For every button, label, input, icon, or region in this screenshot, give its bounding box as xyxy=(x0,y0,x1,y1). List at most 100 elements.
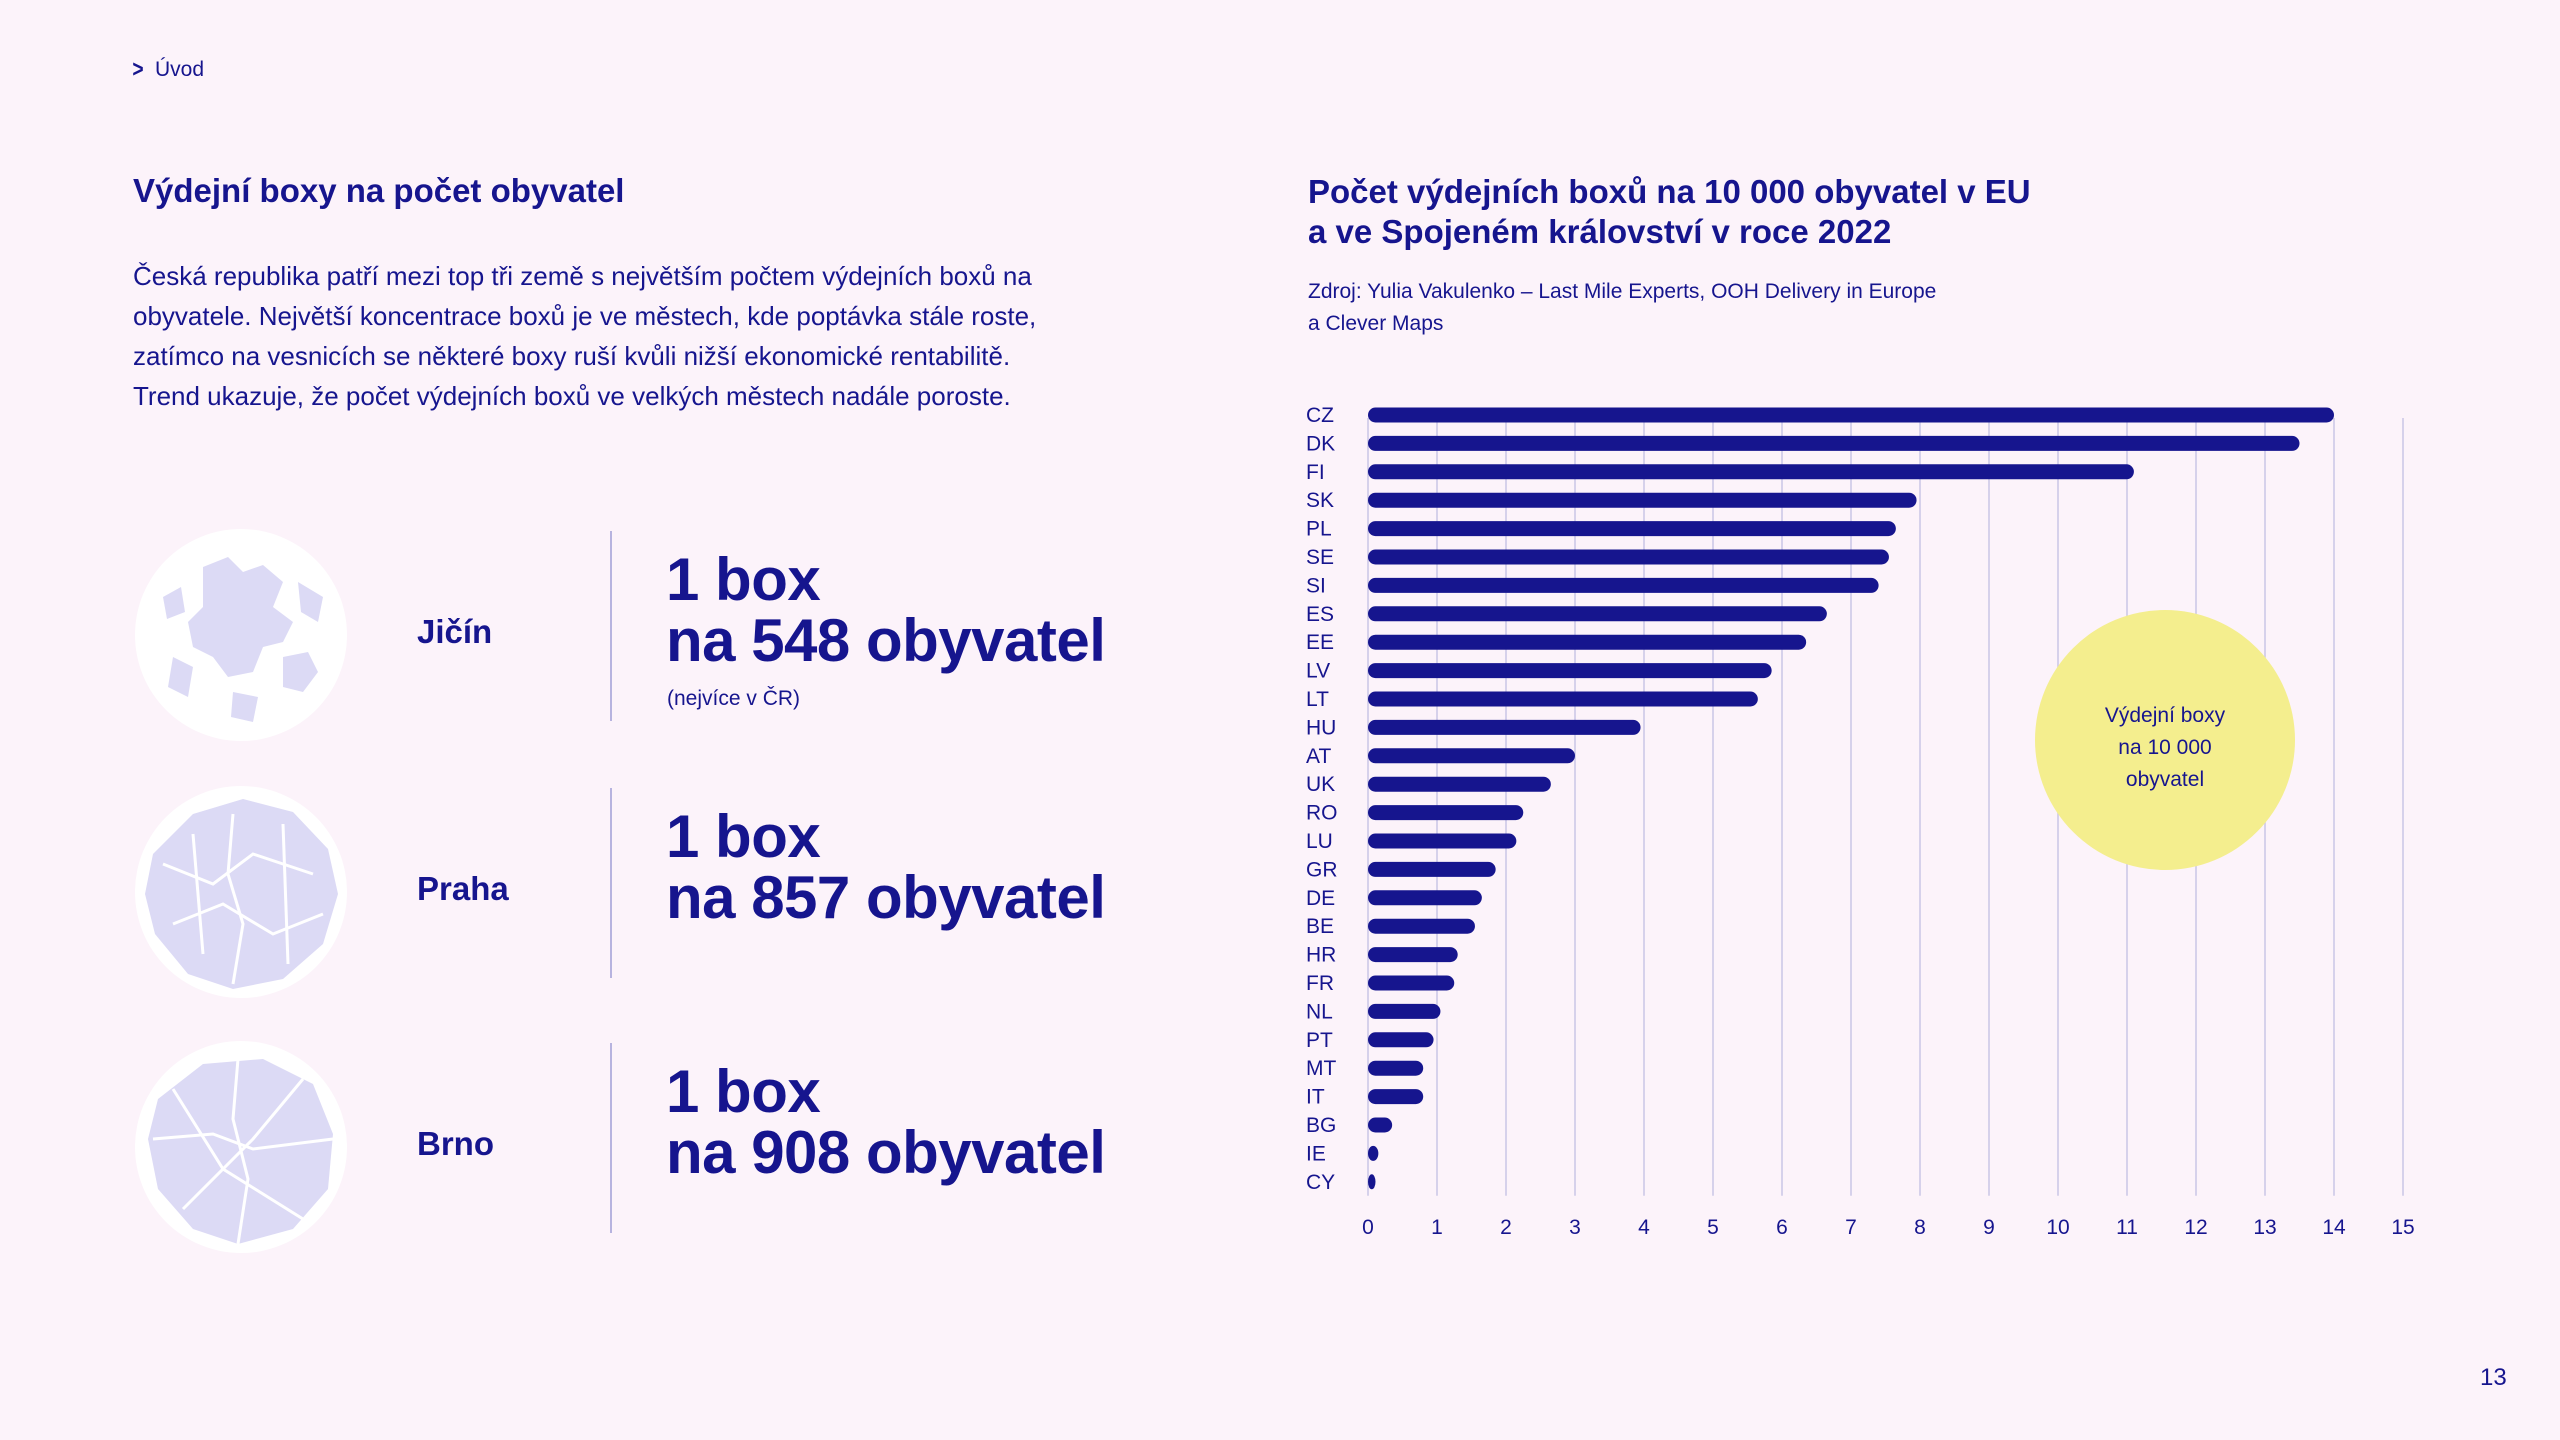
bar-si xyxy=(1368,577,1879,593)
bar-pl xyxy=(1368,521,1896,537)
divider xyxy=(610,1043,612,1233)
category-label: GR xyxy=(1306,858,1338,881)
bar-at xyxy=(1368,748,1575,764)
city-row-praha: Praha 1 box na 857 obyvatel xyxy=(133,784,1233,1004)
city-stat-line1: 1 box xyxy=(666,546,821,613)
bar-pt xyxy=(1368,1032,1434,1048)
x-tick-label: 12 xyxy=(2184,1216,2207,1239)
bar-ro xyxy=(1368,805,1524,821)
city-stat: 1 box na 857 obyvatel xyxy=(666,803,1106,931)
category-label: LU xyxy=(1306,830,1333,853)
category-label: IT xyxy=(1306,1086,1325,1109)
bar-hr xyxy=(1368,947,1458,963)
chevron-right-icon: > xyxy=(132,56,144,83)
breadcrumb-label[interactable]: Úvod xyxy=(155,58,205,81)
chart-source-line2: a Clever Maps xyxy=(1308,312,1444,335)
x-tick-label: 5 xyxy=(1707,1216,1719,1239)
bar-mt xyxy=(1368,1060,1424,1076)
category-label: AT xyxy=(1306,745,1331,768)
category-label: FI xyxy=(1306,461,1325,484)
category-label: CZ xyxy=(1306,404,1334,427)
bar-cz xyxy=(1368,407,2334,423)
bar-fr xyxy=(1368,975,1455,991)
city-map-brno xyxy=(135,1041,347,1253)
section-title: Výdejní boxy na počet obyvatel xyxy=(133,172,625,209)
x-tick-label: 1 xyxy=(1431,1216,1443,1239)
x-tick-label: 0 xyxy=(1362,1216,1374,1239)
category-label: BE xyxy=(1306,915,1334,938)
category-label: EE xyxy=(1306,631,1334,654)
bar-de xyxy=(1368,890,1482,906)
city-stat-line1: 1 box xyxy=(666,803,821,870)
bar-se xyxy=(1368,549,1889,565)
category-label: DE xyxy=(1306,887,1335,910)
bar-lv xyxy=(1368,663,1772,679)
category-label: SI xyxy=(1306,574,1326,597)
page-number: 13 xyxy=(2480,1364,2507,1391)
chart-title: Počet výdejních boxů na 10 000 obyvatel … xyxy=(1308,172,2031,252)
bar-ie xyxy=(1368,1145,1379,1161)
legend-label-line1: Výdejní boxy xyxy=(2105,704,2226,727)
category-label: FR xyxy=(1306,972,1334,995)
category-label: RO xyxy=(1306,802,1338,825)
intro-paragraph: Česká republika patří mezi top tři země … xyxy=(133,261,1037,411)
bar-uk xyxy=(1368,776,1551,792)
city-stat-line2: na 908 obyvatel xyxy=(666,1119,1106,1186)
bar-cy xyxy=(1368,1174,1376,1190)
category-labels: CZ DK FI SK PL SE SI ES EE LV LT HU AT UK RO LU GR DE BE HR… xyxy=(1306,404,1338,1194)
category-label: MT xyxy=(1306,1057,1336,1080)
x-tick-label: 10 xyxy=(2046,1216,2069,1239)
chart-title-line2: a ve Spojeném království v roce 2022 xyxy=(1308,213,1892,250)
chart-legend: Výdejní boxy na 10 000 obyvatel xyxy=(2035,610,2295,870)
chart-source: Zdroj: Yulia Vakulenko – Last Mile Exper… xyxy=(1308,276,1936,340)
city-stat: 1 box na 548 obyvatel xyxy=(666,546,1106,671)
category-label: IE xyxy=(1306,1142,1326,1165)
category-label: ES xyxy=(1306,603,1334,626)
city-map-praha xyxy=(135,786,347,998)
bar-nl xyxy=(1368,1003,1441,1019)
bar-layer xyxy=(1368,407,2334,1190)
bar-chart: CZ DK FI SK PL SE SI ES EE LV LT HU AT UK RO LU GR DE BE HR… xyxy=(1306,404,2415,1239)
bar-ee xyxy=(1368,634,1807,650)
bar-hu xyxy=(1368,719,1641,735)
breadcrumb[interactable]: > Úvod xyxy=(131,56,204,84)
x-tick-label: 8 xyxy=(1914,1216,1926,1239)
city-stat: 1 box na 908 obyvatel xyxy=(666,1061,1106,1186)
category-label: DK xyxy=(1306,432,1335,455)
chart-source-line1: Zdroj: Yulia Vakulenko – Last Mile Exper… xyxy=(1308,280,1937,303)
x-tick-label: 14 xyxy=(2322,1216,2346,1239)
bar-es xyxy=(1368,606,1827,622)
bar-fi xyxy=(1368,464,2134,480)
x-tick-label: 4 xyxy=(1638,1216,1650,1239)
bar-lt xyxy=(1368,691,1758,707)
city-stat-line2: na 857 obyvatel xyxy=(666,864,1106,931)
category-label: LV xyxy=(1306,660,1330,683)
x-tick-label: 2 xyxy=(1500,1216,1512,1239)
bar-it xyxy=(1368,1089,1424,1105)
x-tick-label: 13 xyxy=(2253,1216,2276,1239)
x-tick-label: 15 xyxy=(2391,1216,2414,1239)
category-label: CY xyxy=(1306,1171,1335,1194)
legend-label-line3: obyvatel xyxy=(2126,768,2204,791)
category-label: SK xyxy=(1306,489,1334,512)
x-tick-label: 6 xyxy=(1776,1216,1788,1239)
bar-dk xyxy=(1368,435,2300,451)
divider xyxy=(610,531,612,721)
category-label: HR xyxy=(1306,944,1336,967)
x-tick-label: 3 xyxy=(1569,1216,1581,1239)
legend-label-line2: na 10 000 xyxy=(2118,736,2211,759)
city-note: (nejvíce v ČR) xyxy=(667,687,801,710)
chart-title-line1: Počet výdejních boxů na 10 000 obyvatel … xyxy=(1308,173,2031,210)
city-map-jicin xyxy=(135,529,347,741)
bar-be xyxy=(1368,918,1475,934)
x-tick-label: 9 xyxy=(1983,1216,1995,1239)
bar-gr xyxy=(1368,861,1496,877)
city-row-brno: Brno 1 box na 908 obyvatel xyxy=(133,1039,1233,1259)
category-label: NL xyxy=(1306,1000,1333,1023)
city-name: Praha xyxy=(417,870,509,907)
category-label: HU xyxy=(1306,716,1336,739)
city-name: Jičín xyxy=(417,613,493,650)
bar-sk xyxy=(1368,492,1917,508)
category-label: UK xyxy=(1306,773,1335,796)
city-row-jicin: Jičín 1 box na 548 obyvatel (nejvíce v Č… xyxy=(133,527,1233,747)
